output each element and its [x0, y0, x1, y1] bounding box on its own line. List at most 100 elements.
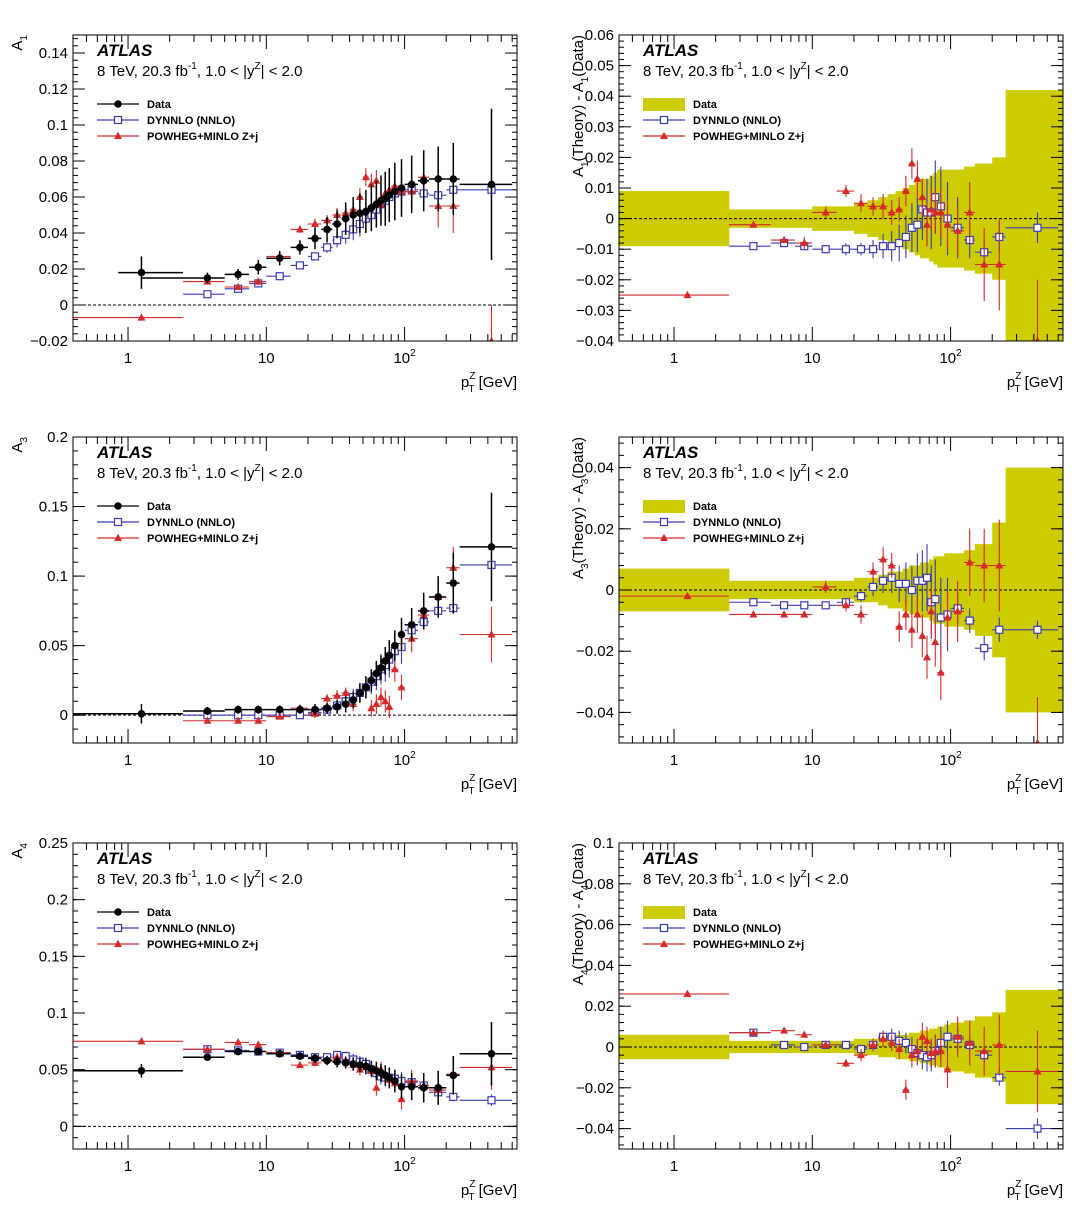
data-point — [372, 1083, 381, 1091]
legend-swatch — [643, 500, 685, 513]
legend-item: POWHEG+MINLO Z+j — [643, 131, 804, 143]
atlas-label: ATLAS — [96, 849, 153, 868]
data-point — [341, 1059, 350, 1067]
data-band-bin — [974, 163, 993, 274]
data-point — [322, 243, 332, 252]
data-point — [749, 610, 758, 618]
legend-item: DYNNLO (NNLO) — [97, 115, 235, 127]
data-point — [137, 313, 146, 321]
y-tick-label: 0.06 — [585, 917, 614, 934]
data-point — [275, 1050, 284, 1058]
data-point — [800, 601, 809, 610]
data-point — [887, 208, 896, 216]
legend-marker — [113, 923, 123, 933]
data-point — [936, 1046, 945, 1055]
data-point — [922, 573, 932, 582]
y-tick-label: 0.02 — [39, 261, 68, 278]
data-point — [901, 186, 910, 195]
data-point — [275, 705, 284, 714]
data-point — [385, 702, 394, 710]
legend-label: DYNNLO (NNLO) — [147, 115, 235, 127]
plot-area — [73, 1022, 517, 1127]
legend-marker — [660, 533, 668, 541]
data-point — [419, 607, 428, 615]
data-point — [295, 1060, 304, 1069]
atlas-label: ATLAS — [96, 443, 153, 462]
series-powhegminlo — [619, 519, 1059, 743]
data-point — [943, 1032, 952, 1041]
energy-label: 8 TeV, 20.3 fb-1, 1.0 < |yZ| < 2.0 — [97, 463, 302, 482]
data-point — [407, 1082, 416, 1091]
data-point — [487, 1050, 496, 1058]
legend-item: POWHEG+MINLO Z+j — [97, 939, 258, 951]
data-point — [927, 1048, 936, 1057]
legend-label: Data — [693, 99, 718, 111]
data-point — [907, 159, 916, 167]
y-tick-label: 0.06 — [585, 27, 614, 44]
data-point — [780, 1026, 789, 1034]
data-point — [390, 664, 399, 673]
legend-item: POWHEG+MINLO Z+j — [97, 131, 258, 143]
data-point — [391, 1077, 399, 1085]
data-point — [931, 637, 940, 646]
y-tick-label: 0.04 — [39, 225, 68, 242]
data-point — [295, 225, 304, 233]
y-tick-label: 0.04 — [585, 88, 614, 105]
data-point — [377, 664, 385, 672]
data-point — [349, 1060, 358, 1068]
series-powhegminlo — [619, 989, 1059, 1113]
legend-marker — [114, 502, 122, 510]
data-point — [841, 601, 850, 609]
data-point — [296, 705, 304, 714]
data-point — [275, 712, 284, 720]
data-point — [349, 211, 358, 219]
legend-item: DYNNLO (NNLO) — [97, 517, 235, 529]
x-tick-label: 1 — [124, 1158, 132, 1175]
data-point — [868, 582, 878, 592]
data-point — [381, 657, 390, 665]
data-point — [887, 1038, 896, 1046]
y-tick-label: 0 — [60, 1118, 68, 1135]
x-tick-label: 102 — [939, 1156, 962, 1175]
data-point — [323, 704, 331, 713]
y-axis-label: A1 — [9, 35, 30, 51]
data-point — [275, 272, 284, 281]
data-point — [821, 208, 830, 216]
x-tick-label: 1 — [670, 752, 678, 769]
plot-area — [73, 108, 517, 341]
data-point — [895, 238, 904, 248]
x-tick-label: 10 — [258, 350, 275, 367]
data-point — [376, 692, 385, 701]
x-axis-label: pZ T [GeV] — [461, 1179, 517, 1203]
legend-swatch — [643, 906, 685, 919]
legend-marker — [114, 533, 122, 541]
y-tick-label: −0.02 — [576, 1080, 614, 1097]
data-point — [367, 180, 376, 188]
data-point — [367, 703, 376, 712]
y-tick-label: 0.1 — [593, 835, 614, 852]
legend-marker — [114, 908, 122, 916]
data-point — [1033, 223, 1042, 232]
y-tick-label: 0.2 — [47, 429, 68, 446]
data-point — [341, 214, 350, 223]
data-point — [878, 576, 888, 585]
data-point — [137, 709, 146, 718]
atlas-label: ATLAS — [642, 443, 699, 462]
legend-marker — [114, 939, 122, 947]
chart-a3: 0 0.05 0.1 0.15 0.2 1 10 102 pZ T [GeV] A3 ATLAS 8 T… — [0, 402, 545, 797]
data-point — [254, 716, 263, 724]
data-point — [879, 555, 888, 563]
y-tick-label: 0 — [606, 582, 614, 599]
energy-label: 8 TeV, 20.3 fb-1, 1.0 < |yZ| < 2.0 — [97, 61, 302, 80]
x-tick-label: 1 — [670, 350, 678, 367]
data-point — [995, 260, 1004, 268]
plot-frame — [72, 436, 518, 744]
data-point — [234, 716, 243, 724]
data-point — [995, 1040, 1004, 1048]
data-point — [234, 705, 242, 714]
legend-item: Data — [97, 501, 172, 513]
chart-a4: 0 0.05 0.1 0.15 0.2 0.25 1 10 102 pZ T [GeV] A4 ATLA… — [0, 808, 545, 1203]
data-point — [137, 1067, 146, 1075]
data-point — [391, 641, 399, 650]
